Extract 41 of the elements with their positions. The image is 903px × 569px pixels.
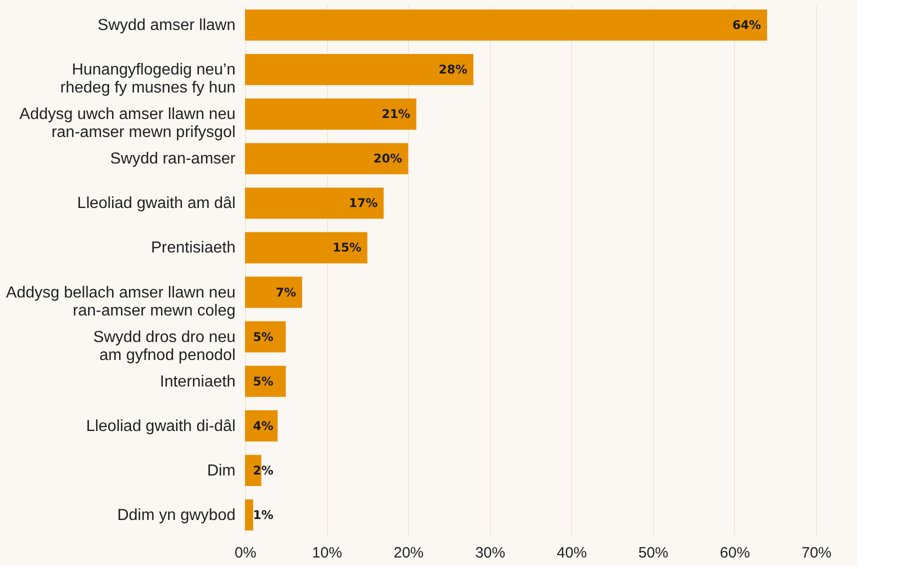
- data-label: 4%: [253, 418, 274, 433]
- data-label: 17%: [348, 196, 378, 210]
- data-label: 7%: [276, 285, 296, 300]
- bar: [245, 366, 286, 397]
- bar: [245, 232, 368, 264]
- y-tick-label: Swydd amser llawn: [98, 17, 236, 34]
- bar: [245, 276, 302, 308]
- y-tick-label: Addysg bellach amser llawn neu ran-amser mewn coleg: [6, 284, 236, 320]
- data-label: 20%: [373, 152, 402, 166]
- data-label: 15%: [332, 240, 362, 255]
- x-tick-label: 70%: [801, 544, 832, 562]
- y-tick-label: Prentisiaeth: [151, 240, 236, 257]
- y-tick-label: Lleoliad gwaith am dâl: [77, 195, 236, 212]
- bar: [245, 499, 254, 531]
- bar: [245, 143, 408, 174]
- data-label: 21%: [382, 107, 410, 122]
- y-tick-label: Dim: [207, 462, 236, 480]
- x-tick-label: 20%: [394, 544, 424, 562]
- bar: [245, 9, 768, 41]
- x-tick-label: 0%: [234, 544, 256, 562]
- x-tick-label: 40%: [556, 544, 587, 562]
- bar: [245, 321, 286, 352]
- bar: [245, 188, 384, 219]
- y-tick-label: Addysg uwch amser llawn neu ran-amser mewn prifysgol: [19, 106, 236, 142]
- y-tick-label: Swydd ran-amser: [110, 150, 236, 168]
- x-tick-label: 30%: [475, 544, 506, 562]
- y-tick-label: Swydd dros dro neu am gyfnod penodol: [93, 328, 236, 364]
- data-label: 5%: [253, 330, 274, 344]
- y-tick-label: Lleoliad gwaith di-dâl: [86, 418, 236, 435]
- bar: [245, 98, 416, 130]
- x-tick-label: 60%: [720, 544, 750, 562]
- y-tick-label: Hunangyflogedig neu’n rhedeg fy musnes fy hun: [60, 62, 236, 97]
- data-label: 5%: [253, 374, 274, 388]
- y-tick-label: Ddim yn gwybod: [117, 506, 236, 524]
- y-tick-label: Interniaeth: [160, 373, 236, 390]
- data-label: 64%: [732, 18, 762, 32]
- x-tick-label: 10%: [312, 544, 342, 562]
- bar: [245, 54, 474, 86]
- data-label: 28%: [438, 62, 468, 77]
- x-tick-label: 50%: [638, 544, 668, 562]
- data-label: 1%: [253, 508, 274, 522]
